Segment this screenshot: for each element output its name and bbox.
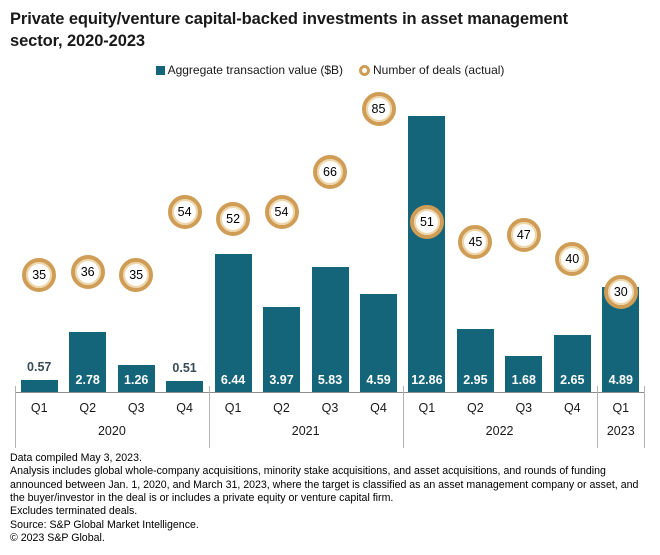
quarter-label: Q3 [515, 401, 533, 415]
bar [69, 332, 107, 392]
quarter-label: Q4 [563, 401, 581, 415]
chart-title: Private equity/venture capital-backed in… [10, 9, 568, 53]
bar-swatch-icon [155, 65, 165, 75]
deal-count-circle: 30 [603, 275, 638, 309]
bar [505, 356, 543, 392]
bar [360, 293, 397, 392]
deal-count-circle: 47 [506, 218, 541, 253]
deal-count-circle: 54 [264, 195, 299, 229]
bar [553, 335, 591, 392]
chart-title-line1: Private equity/venture capital-backed in… [10, 10, 568, 28]
deal-count-circle: 40 [555, 241, 590, 276]
bar [263, 306, 300, 392]
bar-value-label: 5.83 [317, 373, 343, 387]
deal-ring-swatch-icon [359, 64, 371, 76]
footnote-data-compiled: Data compiled May 3, 2023. [10, 452, 142, 464]
quarter-label: Q2 [79, 401, 97, 415]
bar-value-label: 1.68 [511, 373, 536, 387]
chart: 0.57 35 2.78 36 1.26 35 0.51 54 6.44 52 3.97 54 5.83… [15, 91, 645, 448]
bar [408, 116, 446, 392]
footnote-copyright: © 2023 S&P Global. [10, 532, 105, 545]
footnote-analysis: Analysis includes global whole-company a… [10, 465, 639, 505]
bar [311, 267, 349, 392]
quarter-label: Q1 [30, 401, 48, 415]
year-label: 2021 [291, 424, 320, 438]
quarter-label: Q1 [612, 401, 630, 415]
bar-value-label: 2.65 [560, 373, 585, 387]
legend-item-transaction-value: Aggregate transaction value ($B) [155, 63, 344, 77]
bar [456, 328, 494, 392]
bar-value-label: 4.89 [608, 373, 633, 387]
deal-count-circle: 51 [409, 205, 444, 239]
deal-count-circle: 52 [216, 201, 251, 236]
group-separator [644, 386, 645, 448]
quarter-label: Q2 [273, 401, 290, 415]
bar [166, 381, 204, 392]
bar-value-label: 2.78 [75, 373, 100, 387]
legend-deals-label: Number of deals (actual) [373, 63, 505, 77]
bar-value-label: 0.51 [172, 361, 197, 376]
bar [20, 379, 58, 392]
bar-value-label: 4.59 [366, 373, 391, 387]
deal-count-circle: 54 [167, 195, 202, 229]
legend-item-number-of-deals: Number of deals (actual) [359, 63, 504, 77]
bar [214, 254, 252, 392]
bar-value-label: 12.86 [411, 373, 443, 387]
bar-value-label: 0.57 [27, 359, 52, 374]
footnote-excludes: Excludes terminated deals. [10, 505, 138, 518]
deal-count-circle: 85 [361, 91, 396, 126]
deal-count-circle: 35 [22, 258, 57, 293]
quarter-label: Q1 [418, 401, 436, 415]
group-separator [596, 386, 598, 448]
year-label: 2023 [606, 424, 635, 438]
bar-value-label: 3.97 [269, 373, 294, 387]
bar [117, 365, 155, 392]
x-axis: Q1 Q2 Q3 Q4 Q1 Q2 Q3 Q4 Q1 Q2 Q3 Q4 Q1 2020 2021 2022 20… [15, 386, 645, 448]
bar-value-label: 6.44 [220, 373, 246, 387]
footnotes: Data compiled May 3, 2023. Analysis incl… [10, 452, 654, 545]
deal-count-circle: 45 [458, 225, 493, 259]
group-separator [15, 386, 16, 448]
bar-value-label: 2.95 [463, 373, 488, 387]
quarter-label: Q4 [370, 401, 387, 415]
quarter-label: Q3 [321, 401, 339, 415]
legend: Aggregate transaction value ($B) Number … [0, 63, 660, 77]
quarter-label: Q3 [127, 401, 145, 415]
group-separator [402, 386, 404, 448]
quarter-label: Q2 [467, 401, 484, 415]
quarter-label: Q1 [224, 401, 242, 415]
legend-bars-label: Aggregate transaction value ($B) [167, 63, 344, 77]
year-label: 2022 [485, 424, 514, 438]
group-separator [208, 386, 210, 448]
year-label: 2020 [97, 424, 126, 438]
deal-count-circle: 35 [119, 258, 154, 293]
quarter-label: Q4 [176, 401, 193, 415]
footnote-source: Source: S&P Global Market Intelligence. [10, 518, 199, 531]
deal-count-circle: 66 [313, 155, 347, 189]
plot-area: 0.57 35 2.78 36 1.26 35 0.51 54 6.44 52 3.97 54 5.83… [15, 91, 645, 392]
bar-value-label: 1.26 [124, 373, 149, 387]
chart-title-line2: sector, 2020-2023 [10, 31, 145, 50]
deal-count-circle: 36 [70, 255, 105, 289]
